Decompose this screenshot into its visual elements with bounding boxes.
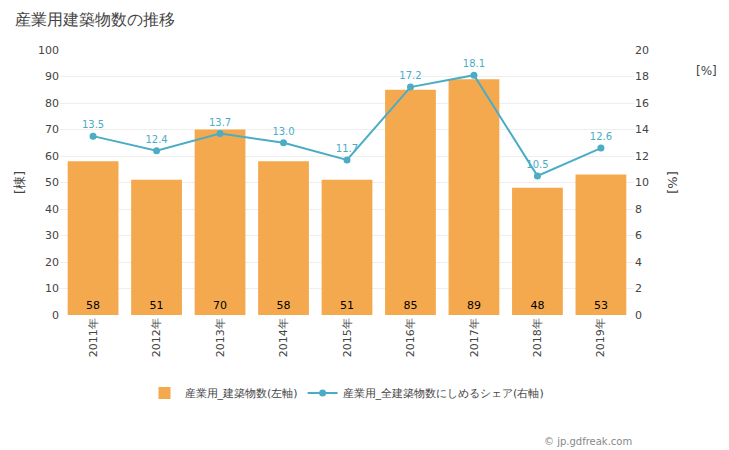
svg-text:産業用建築物数の推移: 産業用建築物数の推移 — [15, 10, 175, 29]
svg-text:89: 89 — [467, 299, 481, 312]
svg-text:4: 4 — [635, 256, 642, 269]
svg-text:50: 50 — [45, 176, 59, 189]
svg-text:10: 10 — [45, 282, 59, 295]
svg-text:産業用_全建築物数にしめるシェア(右軸): 産業用_全建築物数にしめるシェア(右軸) — [343, 387, 544, 400]
svg-text:70: 70 — [45, 123, 59, 136]
svg-text:14: 14 — [635, 123, 649, 136]
svg-text:51: 51 — [340, 299, 354, 312]
svg-text:10: 10 — [635, 176, 649, 189]
svg-text:[棟]: [棟] — [12, 171, 27, 194]
svg-text:2018年: 2018年 — [531, 318, 544, 357]
svg-text:13.5: 13.5 — [82, 119, 104, 130]
svg-text:100: 100 — [38, 44, 59, 57]
svg-text:2015年: 2015年 — [341, 318, 354, 357]
svg-text:[%]: [%] — [665, 171, 680, 194]
svg-text:30: 30 — [45, 229, 59, 242]
svg-text:12.6: 12.6 — [590, 131, 612, 142]
svg-text:17.2: 17.2 — [399, 70, 421, 81]
svg-text:12: 12 — [635, 150, 649, 163]
svg-text:11.7: 11.7 — [336, 143, 358, 154]
svg-text:53: 53 — [594, 299, 608, 312]
svg-text:© jp.gdfreak.com: © jp.gdfreak.com — [544, 436, 632, 447]
svg-text:80: 80 — [45, 97, 59, 110]
svg-text:0: 0 — [635, 309, 642, 322]
svg-text:2: 2 — [635, 282, 642, 295]
svg-text:18.1: 18.1 — [463, 58, 485, 69]
svg-text:12.4: 12.4 — [145, 134, 167, 145]
svg-text:2014年: 2014年 — [277, 318, 290, 357]
svg-text:70: 70 — [213, 299, 227, 312]
svg-text:16: 16 — [635, 97, 649, 110]
svg-text:48: 48 — [530, 299, 544, 312]
svg-text:産業用_建築物数(左軸): 産業用_建築物数(左軸) — [185, 387, 298, 400]
svg-text:18: 18 — [635, 70, 649, 83]
svg-text:10.5: 10.5 — [526, 159, 548, 170]
svg-text:2013年: 2013年 — [214, 318, 227, 357]
svg-text:0: 0 — [52, 309, 59, 322]
svg-text:85: 85 — [403, 299, 417, 312]
svg-text:2011年: 2011年 — [87, 318, 100, 357]
svg-text:2016年: 2016年 — [404, 318, 417, 357]
svg-text:2019年: 2019年 — [595, 318, 608, 357]
svg-text:60: 60 — [45, 150, 59, 163]
svg-text:90: 90 — [45, 70, 59, 83]
svg-text:6: 6 — [635, 229, 642, 242]
svg-text:13.0: 13.0 — [272, 126, 294, 137]
svg-text:51: 51 — [150, 299, 164, 312]
svg-text:40: 40 — [45, 203, 59, 216]
svg-text:8: 8 — [635, 203, 642, 216]
svg-text:58: 58 — [277, 299, 291, 312]
svg-text:58: 58 — [86, 299, 100, 312]
svg-text:2012年: 2012年 — [150, 318, 163, 357]
svg-text:20: 20 — [45, 256, 59, 269]
svg-text:20: 20 — [635, 44, 649, 57]
svg-text:2017年: 2017年 — [468, 318, 481, 357]
svg-text:[%]: [%] — [696, 64, 717, 78]
svg-text:13.7: 13.7 — [209, 117, 231, 128]
